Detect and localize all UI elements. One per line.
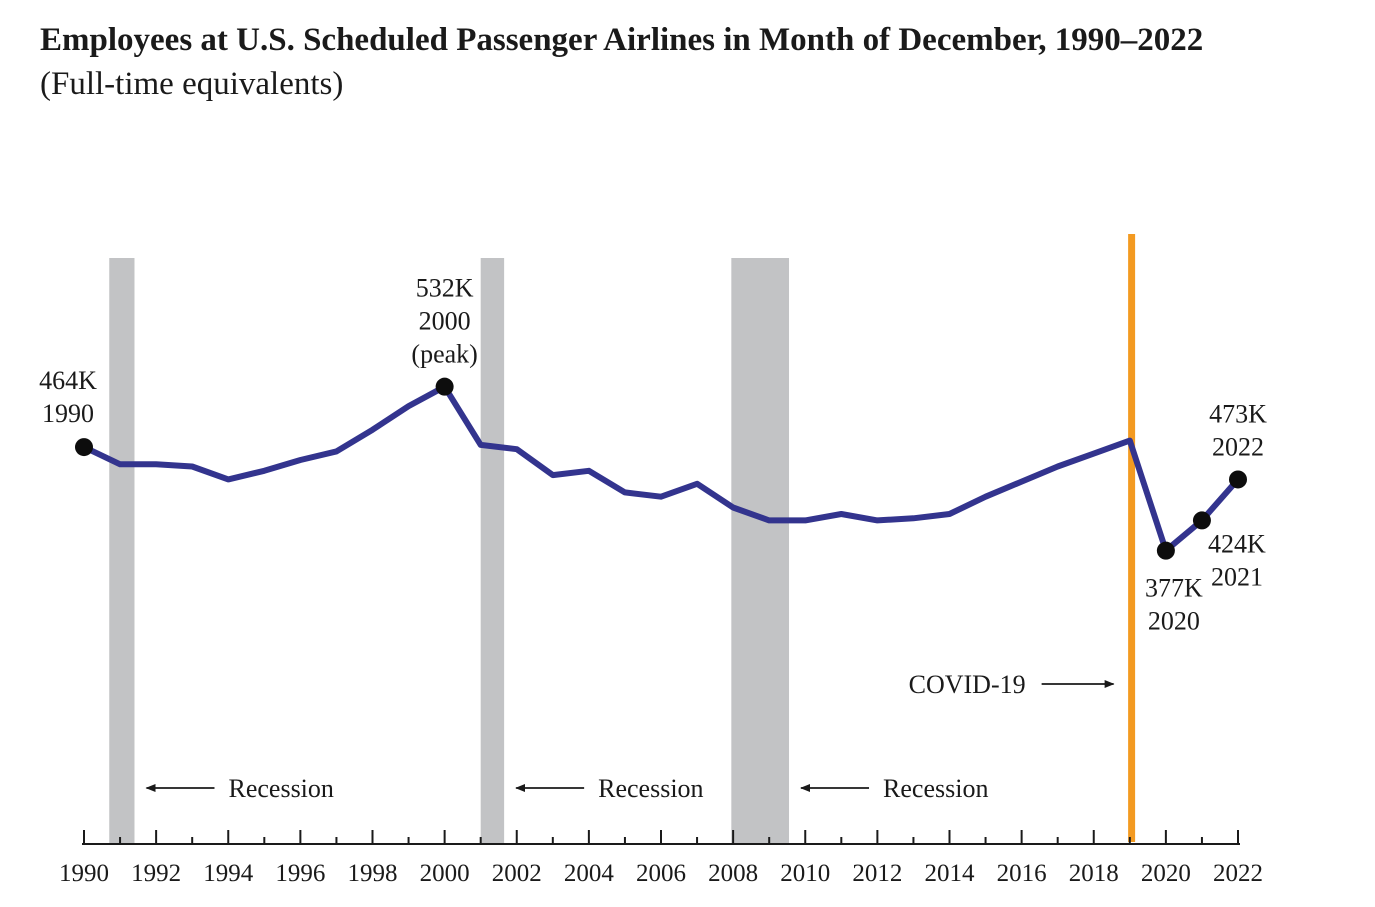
x-tick-label-2012: 2012	[852, 860, 902, 887]
x-tick-label-2018: 2018	[1069, 860, 1119, 887]
chart-subtitle: (Full-time equivalents)	[40, 66, 344, 102]
x-tick-label-2000: 2000	[420, 860, 470, 887]
recession-band-1	[109, 258, 135, 844]
x-tick-label-1994: 1994	[203, 860, 254, 887]
point-label-2000-2: 2000	[419, 307, 471, 336]
point-label-1990-1: 464K	[39, 366, 97, 395]
recession-label-1: Recession	[228, 774, 333, 803]
x-tick-label-2006: 2006	[636, 860, 686, 887]
data-point-2021	[1192, 511, 1211, 530]
point-label-2021-2: 2021	[1211, 562, 1263, 591]
x-tick-label-2010: 2010	[780, 860, 830, 887]
recession-band-3	[731, 258, 790, 844]
series-lines	[81, 383, 1241, 554]
data-point-2020	[1156, 541, 1175, 560]
recession-bands: Recession Recession Recession	[109, 258, 988, 844]
event-markers: COVID-19	[909, 234, 1136, 842]
point-label-2021-1: 424K	[1208, 529, 1266, 558]
data-point-1990	[75, 438, 93, 457]
data-point-2000	[435, 377, 454, 396]
point-label-2022-1: 473K	[1209, 399, 1267, 428]
x-tick-label-2022: 2022	[1213, 860, 1263, 887]
x-tick-label-2020: 2020	[1141, 860, 1191, 887]
x-tick-label-2016: 2016	[997, 860, 1047, 887]
point-label-2022-2: 2022	[1212, 432, 1264, 461]
point-label-2000-3: (peak)	[411, 340, 477, 369]
x-tick-label-2014: 2014	[925, 860, 976, 887]
x-axis: 1990 1992 1994 1996 1998 2000 2002 2004 2006 2008…	[59, 830, 1263, 887]
point-label-1990-2: 1990	[42, 399, 94, 428]
point-label-2020-1: 377K	[1145, 574, 1203, 603]
x-tick-label-2004: 2004	[564, 860, 615, 887]
data-point-2022	[1229, 470, 1247, 489]
point-label-2000-1: 532K	[416, 274, 474, 303]
annotations: 464K 1990 532K 2000 (peak) 377K 2020 424K 2021 47…	[39, 274, 1267, 636]
x-tick-label-1996: 1996	[275, 860, 325, 887]
marked-points	[75, 377, 1247, 560]
recession-label-2: Recession	[598, 774, 703, 803]
x-tick-label-2002: 2002	[492, 860, 542, 887]
chart-title: Employees at U.S. Scheduled Passenger Ai…	[40, 22, 1204, 58]
x-tick-label-1992: 1992	[131, 860, 181, 887]
series-line-1	[81, 383, 1241, 554]
recession-label-3: Recession	[883, 774, 988, 803]
event-label-1: COVID-19	[909, 670, 1026, 699]
x-tick-label-1990: 1990	[59, 860, 109, 887]
point-label-2020-2: 2020	[1148, 607, 1200, 636]
x-tick-label-2008: 2008	[708, 860, 758, 887]
x-tick-label-1998: 1998	[348, 860, 398, 887]
recession-band-2	[480, 258, 505, 844]
